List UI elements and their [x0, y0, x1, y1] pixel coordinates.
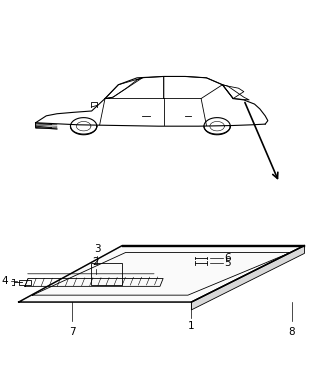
Bar	[91, 263, 122, 285]
Text: 1: 1	[188, 321, 195, 331]
Text: 7: 7	[69, 327, 75, 337]
Polygon shape	[191, 246, 304, 310]
Text: 2: 2	[92, 257, 99, 267]
Text: 6: 6	[224, 253, 231, 263]
Text: 8: 8	[288, 327, 295, 337]
Bar	[19, 280, 31, 285]
Text: 3: 3	[94, 244, 100, 254]
Text: 5: 5	[224, 258, 231, 268]
Polygon shape	[19, 246, 304, 302]
Text: 4: 4	[1, 276, 8, 286]
